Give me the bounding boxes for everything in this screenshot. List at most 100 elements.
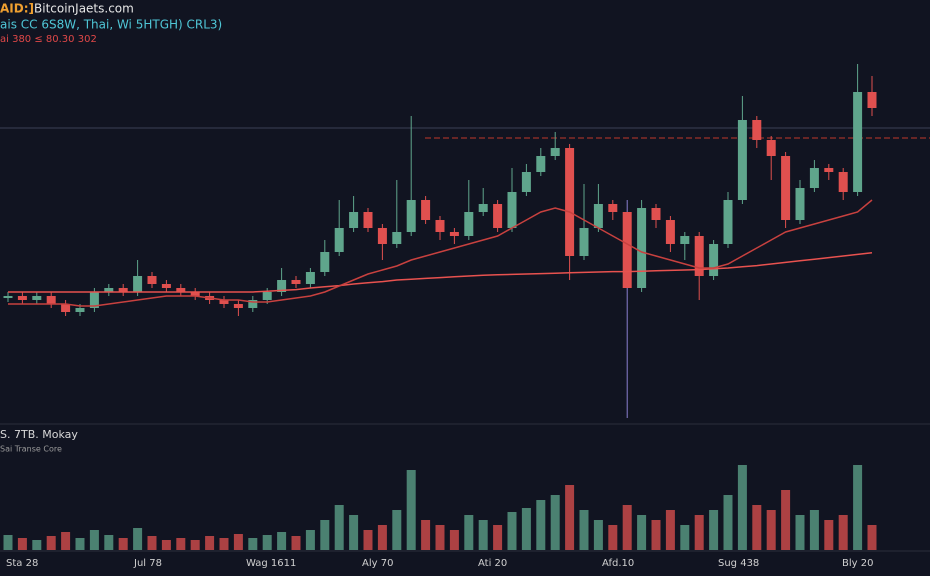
volume-bar: [637, 515, 647, 550]
volume-bar: [478, 520, 488, 550]
volume-bar: [248, 538, 258, 550]
candle-body: [593, 204, 603, 228]
candle-body: [248, 300, 258, 308]
volume-bar: [838, 515, 848, 550]
volume-bar: [665, 510, 675, 550]
candle-body: [32, 296, 42, 300]
candle-body: [377, 228, 387, 244]
volume-bar: [291, 536, 301, 550]
candle-body: [190, 292, 200, 296]
volume-bar: [824, 520, 834, 550]
candle-body: [550, 148, 560, 156]
price-line: ai 380 ≤ 80.30 302: [0, 34, 97, 45]
candle-body: [233, 304, 243, 308]
volume-bar: [75, 538, 85, 550]
candle-body: [104, 288, 114, 292]
candle-body: [349, 212, 359, 228]
x-tick-label: Bly 20: [842, 558, 873, 569]
volume-bar: [593, 520, 603, 550]
volume-bar: [219, 538, 229, 550]
volume-bar: [493, 525, 503, 550]
volume-bar: [363, 530, 373, 550]
volume-bar: [521, 508, 531, 550]
candle-body: [176, 288, 186, 292]
volume-bar: [608, 525, 618, 550]
candle-body: [392, 232, 402, 244]
candle-body: [694, 236, 704, 276]
volume-bar: [104, 535, 114, 550]
candle-body: [334, 228, 344, 252]
candle-body: [133, 276, 143, 292]
volume-bar: [579, 510, 589, 550]
candle-body: [781, 156, 791, 220]
candle-body: [752, 120, 762, 140]
volume-bar: [435, 525, 445, 550]
volume-bar: [565, 485, 575, 550]
x-tick-label: Aly 70: [362, 558, 393, 569]
candle-body: [565, 148, 575, 256]
moving-average: [8, 199, 873, 307]
volume-bar: [694, 515, 704, 550]
volume-bar: [349, 515, 359, 550]
volume-bar: [147, 536, 157, 550]
volume-bar: [752, 505, 762, 550]
volume-label: S. 7TB. Mokay: [0, 428, 78, 441]
volume-bar: [334, 505, 344, 550]
x-tick-label: Sta 28: [6, 558, 38, 569]
candle-body: [478, 204, 488, 212]
candle-body: [75, 308, 85, 312]
candle-body: [521, 172, 531, 192]
volume-bar: [262, 535, 272, 550]
volume-bar: [680, 525, 690, 550]
volume-sublabel: Sai Transe Core: [0, 445, 62, 454]
candle-body: [305, 272, 315, 284]
volume-bar: [190, 540, 200, 550]
symbol: AID:]: [0, 2, 34, 16]
volume-bar: [723, 495, 733, 550]
volume-bar: [709, 510, 719, 550]
candle-body: [838, 172, 848, 192]
candle-body: [61, 304, 71, 312]
candle-body: [709, 244, 719, 276]
candle-body: [608, 204, 618, 212]
volume-bar: [781, 490, 791, 550]
volume-bar: [32, 540, 42, 550]
volume-bar: [651, 520, 661, 550]
volume-bar: [622, 505, 632, 550]
volume-bar: [795, 515, 805, 550]
candle-body: [824, 168, 834, 172]
candle-body: [507, 192, 517, 228]
candle-body: [89, 292, 99, 308]
x-tick-label: Afd.10: [602, 558, 634, 569]
candle-body: [277, 280, 287, 292]
volume-bar: [61, 532, 71, 550]
candle-body: [737, 120, 747, 200]
volume-bar: [377, 525, 387, 550]
volume-bar: [867, 525, 877, 550]
candle-body: [795, 188, 805, 220]
x-tick-label: Jul 78: [133, 558, 162, 569]
candle-body: [766, 140, 776, 156]
volume-bar: [233, 534, 243, 550]
volume-bar: [118, 538, 128, 550]
candle-body: [161, 284, 171, 288]
volume-bar: [766, 510, 776, 550]
x-tick-label: Ati 20: [478, 558, 507, 569]
candle-body: [637, 208, 647, 288]
candle-body: [320, 252, 330, 272]
candle-body: [421, 200, 431, 220]
candle-body: [147, 276, 157, 284]
candle-body: [449, 232, 459, 236]
candle-body: [579, 228, 589, 256]
volume-bar: [3, 535, 13, 550]
candle-body: [17, 296, 27, 300]
candle-body: [665, 220, 675, 244]
candle-body: [435, 220, 445, 232]
candle-body: [118, 288, 128, 292]
candle-body: [46, 296, 56, 304]
site: BitcoinJaets.com: [34, 2, 134, 16]
volume-bar: [89, 530, 99, 550]
moving-average: [8, 252, 873, 293]
